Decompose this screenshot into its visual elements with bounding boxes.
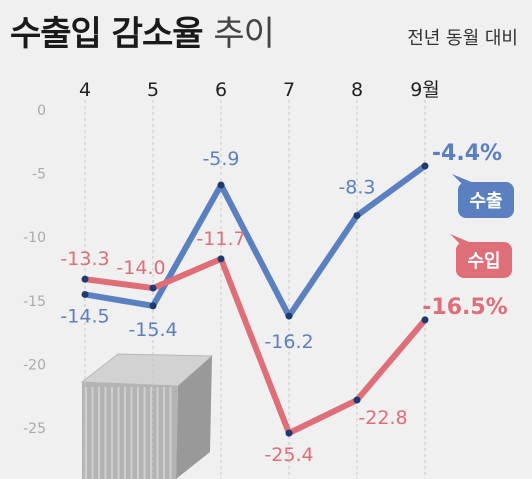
data-point [217,255,225,263]
page-title: 수출입 감소율 추이 [10,6,275,55]
title-light: 추이 [213,14,275,54]
data-label: -13.3 [60,248,109,270]
y-tick-label: -25 [23,421,46,437]
data-label: -16.5% [422,295,507,320]
legend-tag-label: 수출 [469,191,502,212]
shipping-container-icon [80,353,214,479]
data-label: -8.3 [338,177,375,199]
y-tick-label: 0 [37,103,46,119]
data-point [149,284,157,292]
y-tick-label: -15 [23,294,46,310]
data-point [353,396,361,404]
data-point [353,212,361,220]
x-tick-label: 7 [283,79,295,101]
data-point [81,290,89,298]
data-label: -22.8 [358,407,407,429]
data-label: -25.4 [264,444,313,466]
x-tick-label: 6 [215,79,227,101]
data-point [81,275,89,283]
legend-tag-import [456,242,512,278]
data-point [285,429,293,437]
legend-tag-label: 수입 [467,250,500,272]
legend-tag-export [458,182,514,218]
series-line-export [82,162,428,320]
x-tick-label: 4 [79,79,91,101]
data-label: -11.7 [196,228,245,250]
data-point [149,302,157,310]
y-tick-label: -20 [23,357,46,373]
series-line-import [82,255,428,437]
x-tick-label: 5 [147,79,159,101]
data-point [421,316,429,324]
title-bold: 수출입 감소율 [10,14,204,54]
data-label: -14.5 [60,305,109,327]
data-label: -15.4 [128,319,177,341]
data-label: -5.9 [202,148,239,170]
x-tick-label: 8 [351,79,363,101]
data-point [421,162,429,170]
data-point [285,312,293,320]
subtitle: 전년 동월 대비 [407,28,518,49]
data-label: -4.4% [432,141,502,166]
data-label: -14.0 [116,257,165,279]
y-tick-label: -5 [32,167,46,183]
legend-tag-pointer [450,234,474,246]
x-tick-label: 9월 [410,79,440,101]
y-tick-label: -10 [23,230,46,246]
data-label: -16.2 [264,331,313,353]
data-point [217,181,225,189]
legend-tag-pointer [452,174,476,186]
